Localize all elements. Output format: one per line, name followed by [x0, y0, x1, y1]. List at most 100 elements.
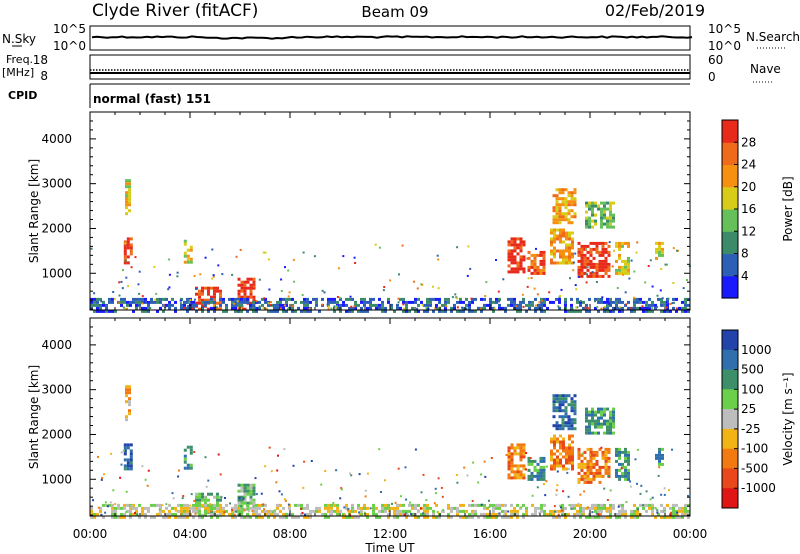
velocity-echo-cell: [198, 507, 201, 511]
velocity-echo-cell: [585, 428, 588, 432]
velocity-echo-cell: [567, 415, 571, 419]
velocity-scatter-point: [660, 493, 663, 496]
power-echo-cell: [661, 253, 664, 257]
power-echo-cell: [585, 216, 588, 220]
power-echo-cell: [252, 277, 256, 281]
velocity-echo-cell: [381, 503, 384, 507]
velocity-echo-cell: [568, 437, 571, 441]
colorbar-tick-label: -25: [741, 422, 761, 436]
power-echo-cell: [507, 303, 510, 307]
velocity-echo-cell: [309, 512, 312, 516]
velocity-scatter-point: [343, 506, 346, 509]
velocity-echo-cell: [492, 506, 495, 510]
power-echo-cell: [330, 300, 333, 304]
colorbar-swatch: [722, 186, 738, 210]
velocity-echo-cell: [591, 515, 594, 519]
power-echo-cell: [552, 215, 556, 219]
power-scatter-point: [495, 259, 497, 261]
power-scatter-point: [130, 266, 133, 269]
velocity-echo-cell: [579, 509, 582, 513]
velocity-echo-cell: [580, 459, 584, 463]
power-scatter-point: [660, 268, 663, 270]
power-echo-cell: [561, 215, 565, 219]
velocity-echo-cell: [585, 419, 588, 423]
velocity-echo-cell: [216, 515, 219, 519]
velocity-echo-cell: [477, 503, 480, 507]
velocity-echo-cell: [573, 506, 576, 510]
velocity-echo-cell: [580, 453, 584, 457]
power-scatter-point: [456, 246, 459, 249]
power-echo-cell: [601, 265, 605, 269]
velocity-echo-cell: [159, 506, 162, 510]
velocity-echo-cell: [516, 512, 519, 516]
velocity-echo-cell: [672, 509, 675, 513]
power-echo-cell: [681, 309, 684, 313]
velocity-echo-cell: [615, 515, 618, 519]
power-echo-cell: [654, 306, 657, 310]
velocity-echo-cell: [573, 418, 577, 422]
velocity-scatter-point: [391, 502, 393, 505]
velocity-echo-cell: [186, 503, 189, 507]
velocity-echo-cell: [609, 503, 612, 507]
velocity-echo-cell: [483, 515, 486, 519]
velocity-echo-cell: [246, 486, 250, 490]
velocity-echo-cell: [591, 422, 594, 426]
velocity-echo-cell: [243, 515, 246, 519]
velocity-echo-cell: [128, 397, 131, 401]
velocity-echo-cell: [495, 512, 498, 516]
nsky-right-tick-bottom: 10^0: [708, 39, 741, 53]
velocity-echo-cell: [669, 506, 672, 510]
velocity-scatter-point: [165, 503, 168, 506]
velocity-echo-cell: [573, 515, 576, 519]
velocity-echo-cell: [562, 464, 565, 468]
velocity-echo-cell: [624, 471, 627, 475]
velocity-scatter-point: [455, 474, 458, 476]
power-echo-cell: [483, 303, 486, 307]
velocity-echo-cell: [534, 506, 537, 510]
velocity-echo-cell: [90, 506, 93, 510]
power-echo-cell: [591, 204, 594, 208]
velocity-echo-cell: [264, 509, 267, 513]
velocity-echo-cell: [555, 406, 559, 410]
velocity-scatter-point: [545, 465, 548, 468]
power-echo-cell: [621, 268, 624, 272]
velocity-scatter-point: [555, 493, 558, 496]
velocity-echo-cell: [573, 427, 577, 431]
y-axis-title: Slant Range [km]: [27, 159, 41, 263]
power-echo-cell: [420, 300, 423, 304]
velocity-echo-cell: [556, 455, 559, 459]
power-scatter-point: [339, 296, 342, 299]
power-echo-cell: [661, 241, 664, 245]
velocity-echo-cell: [255, 506, 258, 510]
velocity-echo-cell: [567, 394, 571, 398]
velocity-echo-cell: [297, 515, 300, 519]
velocity-echo-cell: [561, 400, 565, 404]
velocity-echo-cell: [588, 515, 591, 519]
velocity-echo-cell: [606, 428, 609, 432]
power-echo-cell: [648, 309, 651, 313]
power-echo-cell: [129, 300, 132, 304]
velocity-echo-cell: [540, 509, 543, 513]
velocity-scatter-point: [554, 510, 556, 513]
power-echo-cell: [162, 309, 165, 313]
power-echo-cell: [570, 194, 574, 198]
velocity-echo-cell: [609, 413, 612, 417]
power-echo-cell: [510, 300, 513, 304]
velocity-echo-cell: [597, 515, 600, 519]
power-echo-cell: [658, 247, 661, 251]
power-echo-cell: [516, 306, 519, 310]
power-echo-cell: [607, 274, 611, 278]
power-echo-cell: [138, 300, 141, 304]
power-echo-cell: [606, 225, 609, 229]
power-echo-cell: [294, 309, 297, 313]
power-echo-cell: [255, 306, 258, 310]
velocity-echo-cell: [536, 471, 540, 475]
y-tick-label: 3000: [41, 177, 72, 191]
velocity-echo-cell: [357, 506, 360, 510]
power-scatter-point: [124, 242, 127, 245]
power-echo-cell: [186, 297, 189, 301]
velocity-echo-cell: [300, 503, 303, 507]
power-echo-cell: [126, 240, 130, 244]
velocity-scatter-point: [125, 490, 128, 493]
velocity-scatter-point: [264, 465, 267, 468]
